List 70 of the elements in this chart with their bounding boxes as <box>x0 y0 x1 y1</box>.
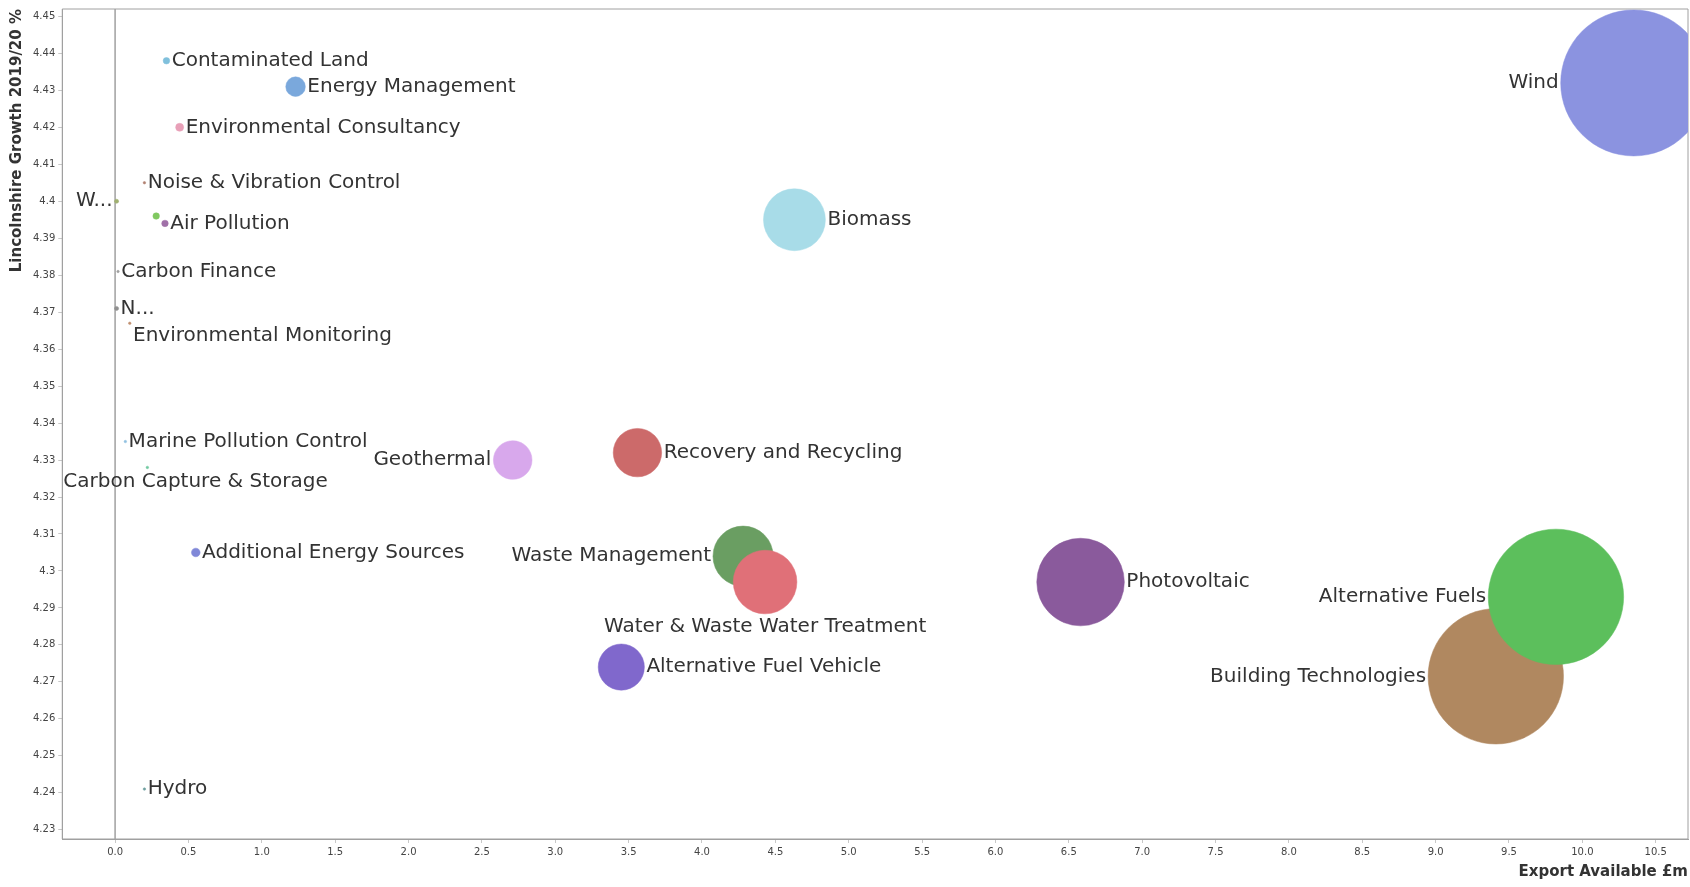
y-tick-label: 4.25 <box>33 749 56 761</box>
text: Carbon Capture & Storage <box>63 467 328 492</box>
x-axis-title: Export Available £m <box>1518 861 1688 880</box>
x-tick-label: 9.5 <box>1501 845 1517 857</box>
series-label: Wind <box>1508 69 1559 94</box>
x-tick-label: 4.0 <box>694 845 710 857</box>
y-tick-label: 4.23 <box>33 823 56 835</box>
text: Environmental Monitoring <box>133 322 392 347</box>
text: Noise & Vibration Control <box>147 168 401 193</box>
y-tick-label: 4.44 <box>33 46 56 58</box>
x-tick-label: 5.0 <box>840 845 857 857</box>
x-tick-label: 8.0 <box>1280 845 1297 857</box>
series-label: Water & Waste Water Treatment <box>603 613 927 638</box>
series-label: Additional Energy Sources <box>202 538 465 563</box>
series-label: Alternative Fuels <box>1318 583 1487 608</box>
series-label: Alternative Fuel Vehicle <box>646 653 882 678</box>
text: Hydro <box>147 775 208 800</box>
y-tick-label: 4.45 <box>33 9 56 21</box>
y-tick-label: 4.34 <box>33 416 56 428</box>
x-tick-label: 6.5 <box>1060 845 1077 857</box>
y-tick-label: 4.35 <box>33 379 56 391</box>
y-tick-label: 4.36 <box>33 342 56 354</box>
x-tick-label: 1.0 <box>253 845 270 857</box>
y-tick-label: 4.4 <box>39 194 56 206</box>
y-tick-label: 4.26 <box>33 712 56 724</box>
x-tick-label: 7.0 <box>1134 845 1151 857</box>
y-tick-label: 4.33 <box>33 453 56 465</box>
y-tick-label: 4.31 <box>33 527 56 539</box>
x-tick-label: 7.5 <box>1207 845 1224 857</box>
x-tick-label: 8.5 <box>1354 845 1371 857</box>
text: N... <box>120 294 155 319</box>
x-tick-label: 3.5 <box>620 845 637 857</box>
series-label: Photovoltaic <box>1126 568 1250 593</box>
x-tick-label: 3.0 <box>547 845 564 857</box>
x-tick-label: 2.5 <box>473 845 490 857</box>
text: Marine Pollution Control <box>128 427 368 452</box>
x-tick-label: 10.5 <box>1644 845 1667 857</box>
x-tick-label: 9.0 <box>1427 845 1444 857</box>
text: Carbon Finance <box>121 257 277 282</box>
y-tick-label: 4.24 <box>33 786 56 798</box>
y-tick-label: 4.32 <box>33 490 56 502</box>
x-tick-label: 5.5 <box>914 845 931 857</box>
y-tick-label: 4.3 <box>39 564 56 576</box>
series-label: Air Pollution <box>170 209 290 234</box>
series-label: Energy Management <box>307 72 516 97</box>
y-tick-label: 4.28 <box>33 638 56 650</box>
text: W... <box>75 187 113 212</box>
y-tick-label: 4.38 <box>33 268 56 280</box>
x-tick-label: 4.5 <box>767 845 784 857</box>
series-label: Recovery and Recycling <box>663 438 903 463</box>
x-tick-label: 10.0 <box>1571 845 1594 857</box>
x-tick-label: 0.5 <box>180 845 197 857</box>
y-tick-label: 4.42 <box>33 120 56 132</box>
y-tick-label: 4.29 <box>33 601 56 613</box>
series-label: Biomass <box>827 205 912 230</box>
y-tick-label: 4.43 <box>33 83 56 95</box>
x-tick-label: 2.0 <box>400 845 417 857</box>
x-tick-label: 0.0 <box>107 845 124 857</box>
y-tick-label: 4.41 <box>33 157 56 169</box>
x-tick-label: 1.5 <box>327 845 344 857</box>
y-tick-label: 4.39 <box>33 231 56 243</box>
y-tick-label: 4.37 <box>33 305 56 317</box>
x-tick-label: 6.0 <box>987 845 1004 857</box>
y-axis-title: Lincolnshire Growth 2019/20 % <box>6 9 25 273</box>
series-label: Geothermal <box>373 446 492 471</box>
series-label: Contaminated Land <box>171 46 369 71</box>
y-tick-label: 4.27 <box>33 675 56 687</box>
series-label: Building Technologies <box>1210 662 1427 687</box>
series-label: Environmental Consultancy <box>185 113 461 138</box>
series-label: Waste Management <box>511 542 712 567</box>
